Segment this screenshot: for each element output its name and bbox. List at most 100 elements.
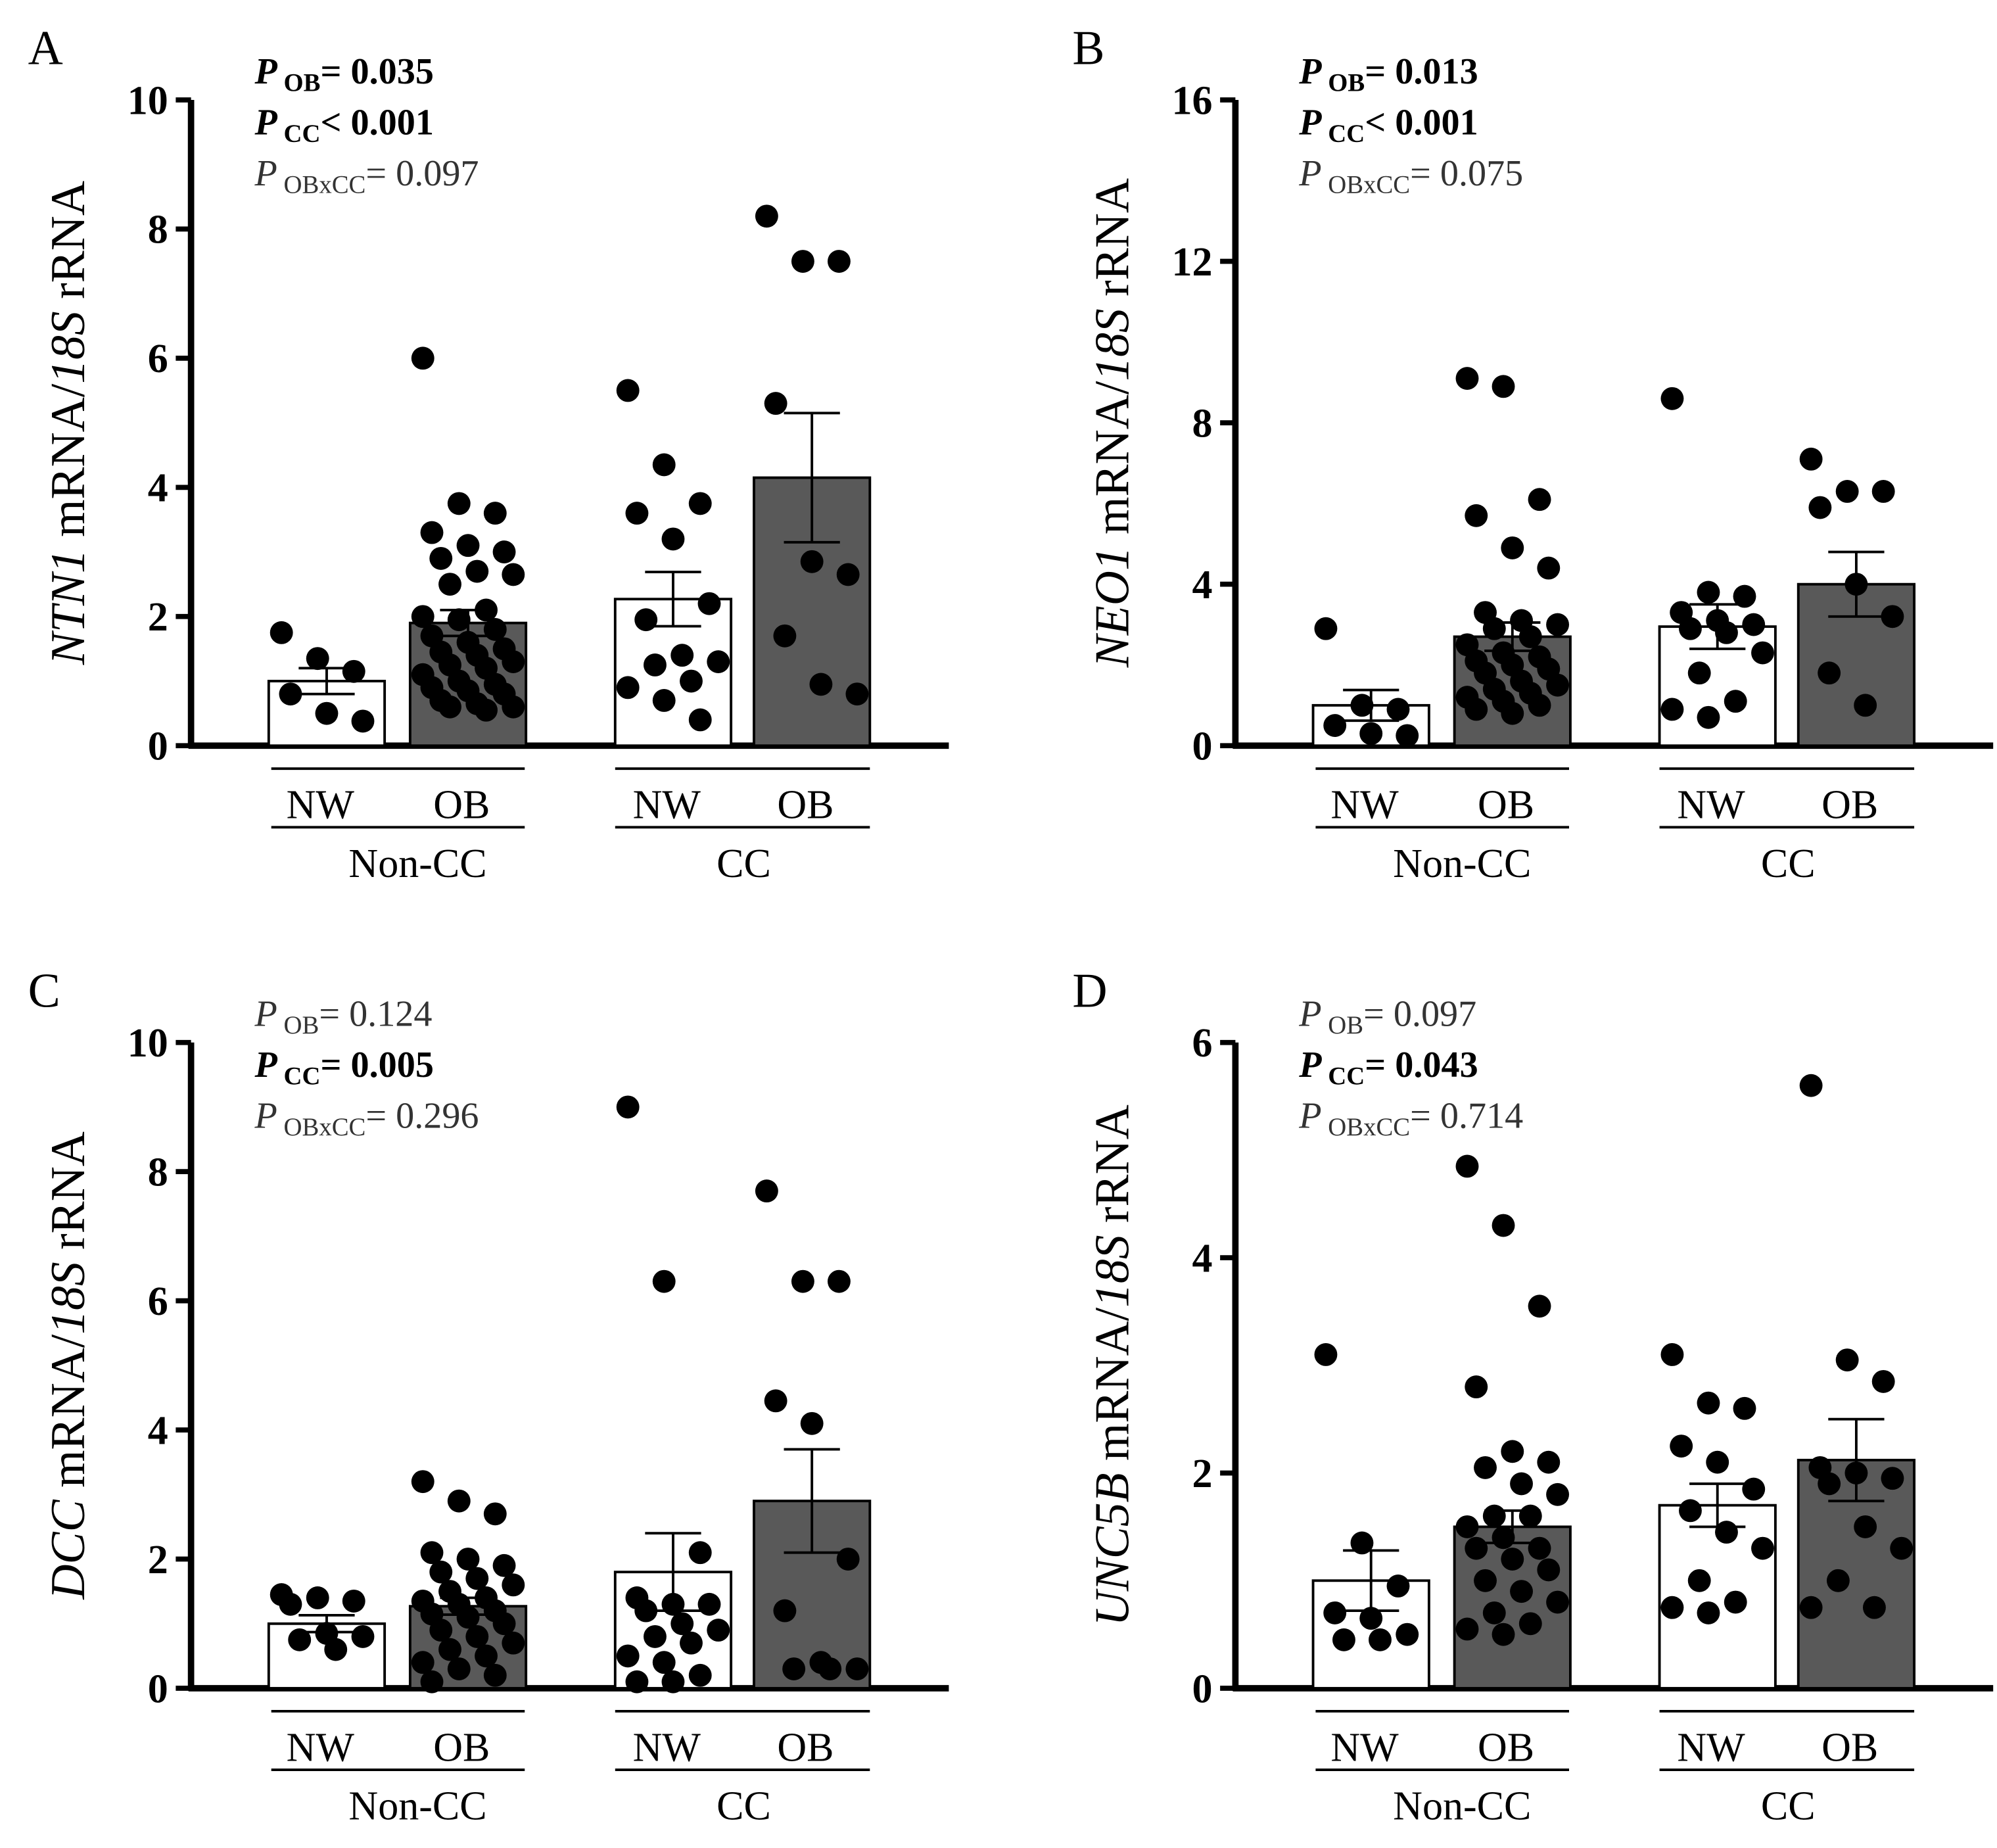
data-point — [1474, 1569, 1497, 1592]
data-point — [1679, 617, 1702, 640]
data-point — [1482, 1504, 1506, 1528]
p-symbol: P — [254, 51, 278, 92]
x-category-label: OB — [1478, 1725, 1534, 1770]
data-point — [279, 682, 302, 706]
data-point — [1474, 1456, 1497, 1479]
data-point — [688, 1663, 712, 1687]
x-category-label: OB — [433, 1725, 490, 1770]
x-category-label: NW — [1330, 783, 1399, 828]
data-point — [270, 621, 293, 644]
x-category-label: NW — [287, 783, 355, 828]
y-tick-label: 4 — [148, 466, 168, 511]
data-point — [644, 1624, 667, 1648]
p-subscript: OBxCC — [277, 170, 366, 199]
ylabel-end: rRNA — [1085, 1104, 1139, 1235]
y-axis-label: NEO1 mRNA/18S rRNA — [1085, 178, 1139, 668]
data-point — [1724, 1590, 1747, 1614]
x-category-label: OB — [777, 1725, 834, 1770]
data-point — [1871, 1369, 1895, 1393]
y-tick-label: 8 — [1192, 401, 1213, 446]
data-point — [1733, 1396, 1756, 1420]
data-point — [1510, 1472, 1533, 1496]
x-category-label: OB — [1821, 1725, 1878, 1770]
p-subscript: OB — [277, 68, 321, 97]
data-point — [1835, 1348, 1859, 1372]
data-point — [1350, 694, 1374, 717]
data-point — [1359, 722, 1383, 746]
data-point — [1679, 1499, 1702, 1523]
data-point — [411, 346, 435, 370]
p-symbol: P — [254, 102, 278, 143]
group-label: CC — [1761, 841, 1816, 886]
y-axis-label: NTN1 mRNA/18S rRNA — [41, 181, 95, 665]
data-point — [1528, 1536, 1551, 1560]
x-category-label: NW — [633, 783, 701, 828]
gene-name: NEO1 — [1085, 546, 1139, 668]
data-point — [782, 1657, 806, 1680]
data-point — [845, 682, 869, 706]
data-point — [688, 708, 712, 732]
y-tick-label: 0 — [148, 1667, 168, 1711]
data-point — [1537, 1558, 1561, 1582]
ylabel-end: rRNA — [41, 181, 95, 311]
data-point — [1871, 480, 1895, 503]
p-text: = 0.035 — [321, 51, 434, 92]
y-tick-label: 6 — [148, 1279, 168, 1324]
data-point — [773, 624, 797, 648]
p-symbol: P — [254, 994, 277, 1035]
data-point — [616, 379, 640, 402]
data-point — [306, 1586, 329, 1609]
data-point — [1687, 1569, 1711, 1592]
p-symbol: P — [1298, 102, 1322, 143]
y-tick-label: 2 — [1192, 1452, 1213, 1496]
data-point — [1697, 1391, 1720, 1415]
data-point — [652, 689, 676, 712]
data-point — [791, 250, 814, 273]
p-subscript: CC — [277, 1062, 321, 1091]
data-point — [1501, 1548, 1524, 1571]
ylabel-ref: 18S — [1085, 308, 1139, 381]
data-point — [342, 1589, 365, 1613]
data-point — [1818, 661, 1841, 685]
y-axis-label: DCC mRNA/18S rRNA — [41, 1131, 95, 1600]
ylabel-text: mRNA/ — [1085, 1307, 1139, 1473]
data-point — [800, 550, 824, 573]
p-subscript: CC — [277, 120, 321, 148]
data-point — [483, 1502, 507, 1526]
y-tick-label: 2 — [148, 595, 168, 640]
ylabel-text: mRNA/ — [41, 383, 95, 549]
data-point — [420, 1670, 444, 1694]
data-point — [616, 1644, 640, 1668]
data-point — [1706, 1450, 1729, 1474]
p-value-obxcc: P OBxCC= 0.097 — [254, 153, 479, 199]
y-tick-label: 0 — [148, 724, 168, 769]
y-tick-label: 0 — [1192, 724, 1213, 769]
data-point — [755, 1179, 778, 1203]
data-point — [502, 695, 525, 719]
p-subscript: CC — [1322, 120, 1365, 148]
x-category-label: OB — [777, 783, 834, 828]
p-text: = 0.097 — [1363, 994, 1476, 1035]
ylabel-ref: 18S — [41, 311, 95, 383]
data-point — [800, 1411, 824, 1435]
p-symbol: P — [1298, 153, 1321, 194]
data-point — [1528, 1294, 1551, 1318]
data-point — [492, 540, 516, 563]
data-point — [1697, 705, 1720, 729]
data-point — [773, 1599, 797, 1623]
p-subscript: OB — [1322, 1011, 1364, 1039]
y-tick-label: 6 — [1192, 1021, 1213, 1066]
p-text: = 0.124 — [319, 994, 432, 1035]
data-point — [845, 1657, 869, 1680]
y-tick-label: 4 — [148, 1408, 168, 1453]
data-point — [342, 659, 365, 683]
data-point — [625, 502, 649, 525]
data-point — [438, 573, 461, 596]
data-point — [456, 1548, 480, 1571]
data-point — [279, 1592, 302, 1616]
data-point — [1455, 1154, 1479, 1178]
data-point — [680, 669, 703, 693]
data-point — [1465, 1375, 1488, 1399]
data-point — [1465, 504, 1488, 527]
y-tick-label: 10 — [128, 78, 168, 123]
